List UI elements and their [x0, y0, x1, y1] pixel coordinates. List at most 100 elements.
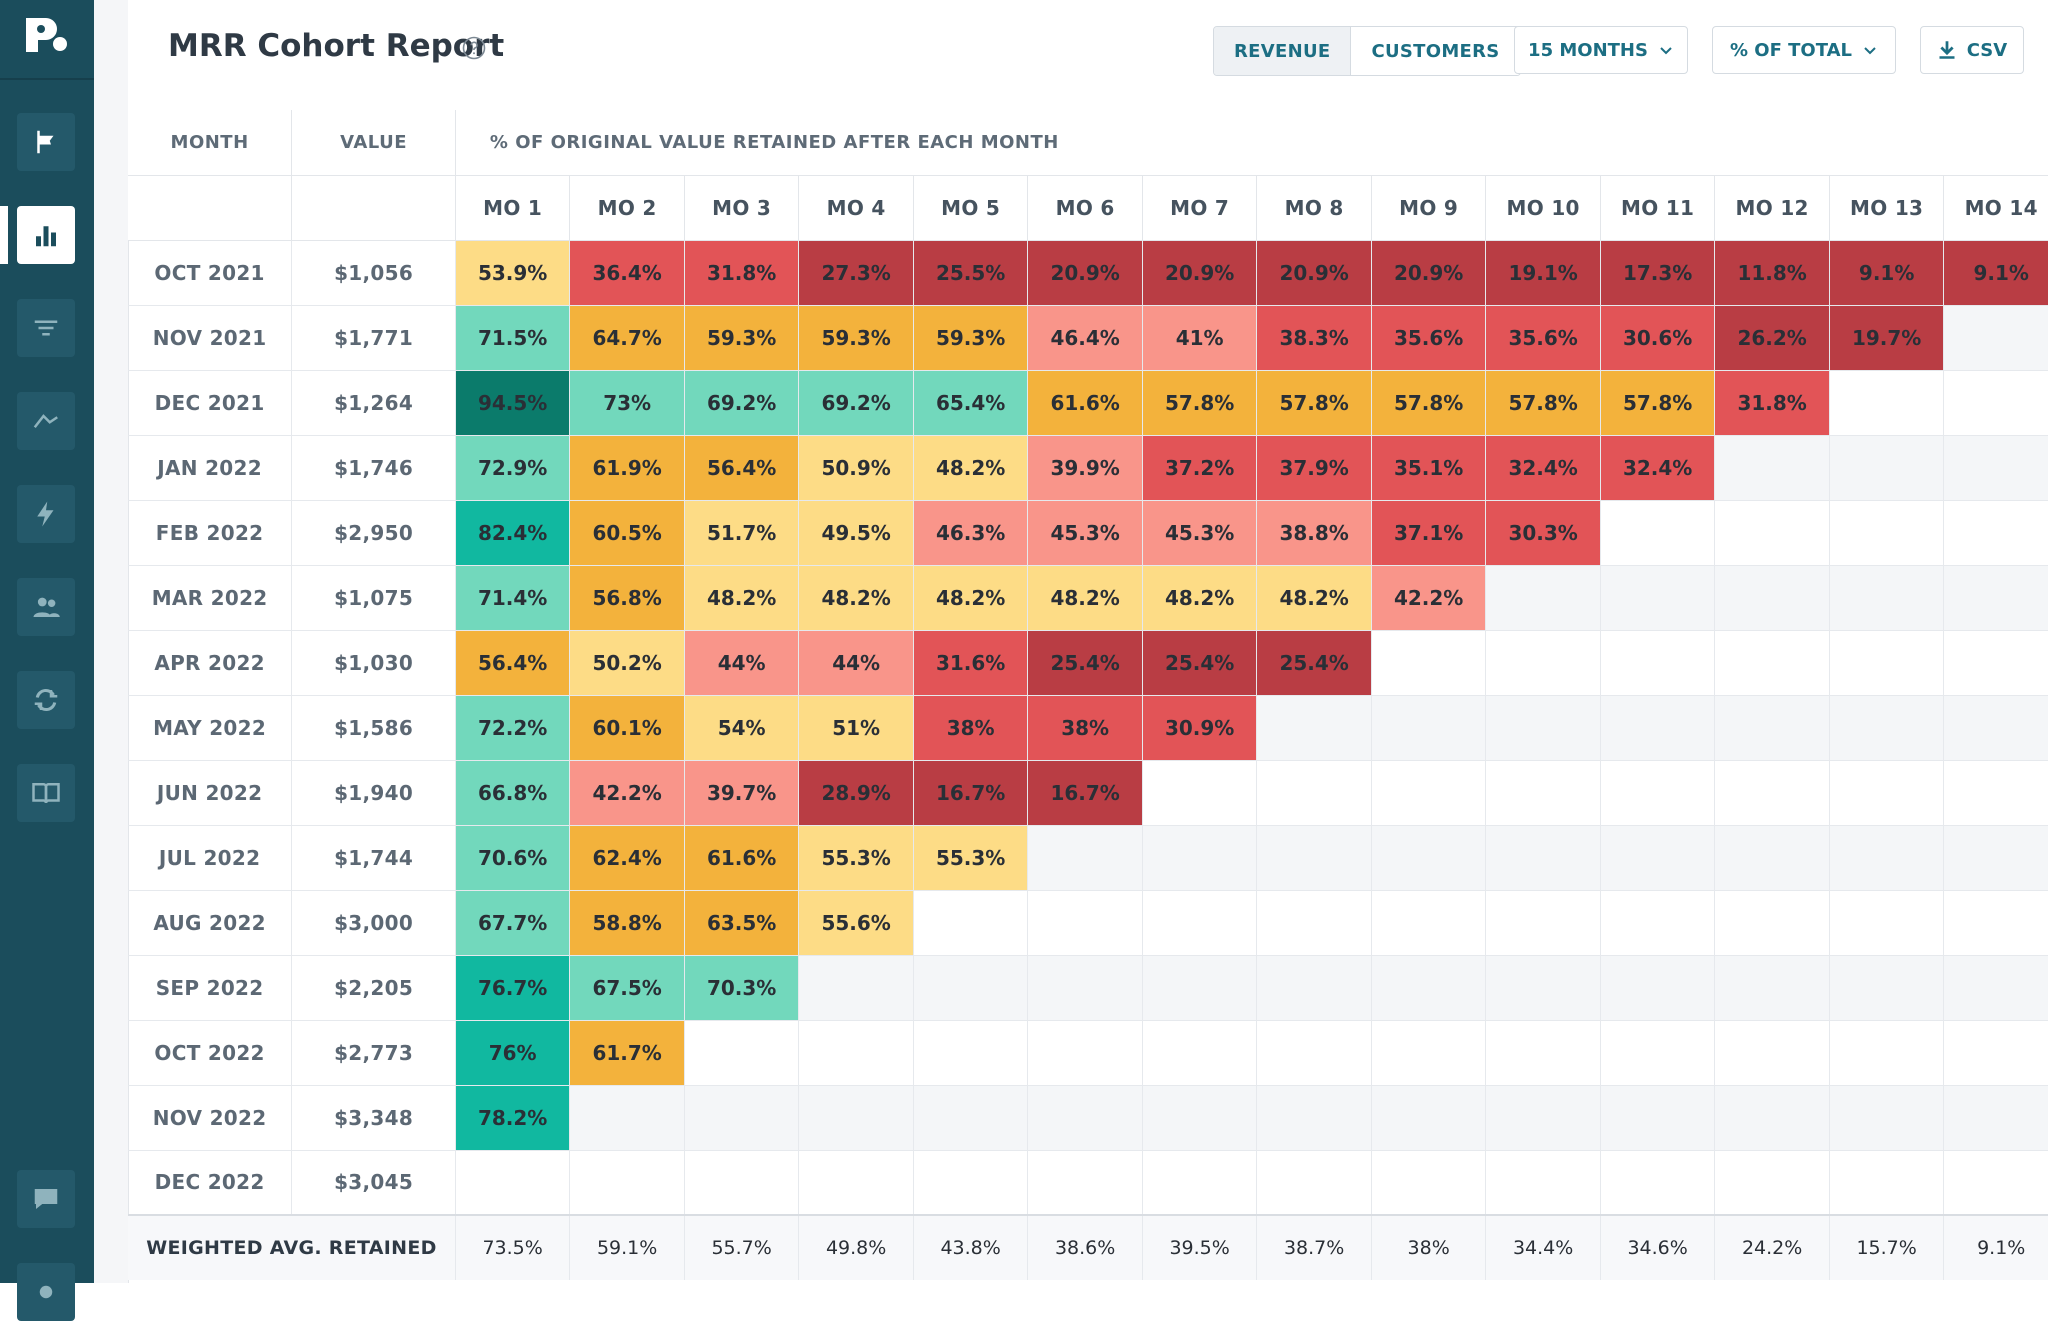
cohort-month: SEP 2022	[128, 955, 293, 1021]
empty-cell	[1485, 565, 1601, 631]
cohort-row: DEC 2021 $1,264 94.5% 73% 69.2% 69.2% 65.4% 61.…	[128, 370, 2048, 436]
retention-cell: 44%	[798, 630, 914, 696]
retention-cell: 35.6%	[1485, 305, 1601, 371]
empty-cell	[1829, 630, 1945, 696]
empty-cell	[1027, 955, 1143, 1021]
month-column-header: MO 1	[455, 175, 571, 241]
empty-cell	[1371, 1085, 1487, 1151]
retention-cell: 69.2%	[684, 370, 800, 436]
empty-cell	[1485, 695, 1601, 761]
empty-cell	[1027, 1085, 1143, 1151]
cohort-value: $1,075	[291, 565, 456, 631]
empty-cell	[1371, 825, 1487, 891]
retention-cell: 26.2%	[1714, 305, 1830, 371]
nav-settings[interactable]	[17, 1263, 75, 1321]
average-retention-cell: 24.2%	[1714, 1214, 1830, 1280]
empty-cell	[1371, 890, 1487, 956]
month-column-header: MO 10	[1485, 175, 1601, 241]
chat-icon	[34, 1189, 58, 1209]
revenue-toggle-button[interactable]: REVENUE	[1214, 27, 1352, 75]
cohort-table: MONTH VALUE % OF ORIGINAL VALUE RETAINED…	[128, 110, 2048, 1280]
empty-cell	[1142, 955, 1258, 1021]
retention-cell: 25.5%	[913, 240, 1029, 306]
cohort-month: DEC 2022	[128, 1150, 293, 1216]
retention-cell: 37.2%	[1142, 435, 1258, 501]
retention-cell: 72.9%	[455, 435, 571, 501]
nav-filters[interactable]	[17, 299, 75, 357]
empty-cell	[1714, 890, 1830, 956]
average-retention-cell: 34.6%	[1600, 1214, 1716, 1280]
cohort-value: $3,045	[291, 1150, 456, 1216]
retention-cell: 48.2%	[798, 565, 914, 631]
retention-cell: 39.9%	[1027, 435, 1143, 501]
retention-cell: 35.1%	[1371, 435, 1487, 501]
empty-cell	[1371, 1150, 1487, 1216]
cohort-month: AUG 2022	[128, 890, 293, 956]
empty-cell	[1714, 1020, 1830, 1086]
empty-cell	[1943, 825, 2048, 891]
cohort-row: NOV 2021 $1,771 71.5% 64.7% 59.3% 59.3% 59.3% 4…	[128, 305, 2048, 371]
cohort-month: JUL 2022	[128, 825, 293, 891]
metric-toggle: REVENUE CUSTOMERS	[1213, 26, 1521, 76]
empty-cell	[1829, 1020, 1945, 1086]
retention-cell: 39.7%	[684, 760, 800, 826]
empty-cell	[1600, 565, 1716, 631]
retention-cell: 30.9%	[1142, 695, 1258, 761]
csv-export-button[interactable]: CSV	[1920, 26, 2024, 74]
mode-dropdown[interactable]: % OF TOTAL	[1712, 26, 1896, 74]
nav-docs[interactable]	[17, 764, 75, 822]
nav-customers[interactable]	[17, 578, 75, 636]
cohort-value: $1,264	[291, 370, 456, 436]
retention-cell: 73%	[569, 370, 685, 436]
empty-cell	[569, 1150, 685, 1216]
customers-toggle-button[interactable]: CUSTOMERS	[1351, 27, 1520, 75]
retention-cell: 60.1%	[569, 695, 685, 761]
retention-cell: 41%	[1142, 305, 1258, 371]
empty-cell	[1600, 825, 1716, 891]
lightning-icon	[37, 501, 54, 527]
retention-cell: 67.7%	[455, 890, 571, 956]
cohort-month: NOV 2022	[128, 1085, 293, 1151]
retention-cell: 25.4%	[1256, 630, 1372, 696]
empty-cell	[1256, 1020, 1372, 1086]
month-column-header: MO 6	[1027, 175, 1143, 241]
nav-activity[interactable]	[17, 485, 75, 543]
line-chart-icon	[33, 414, 58, 429]
mode-label: % OF TOTAL	[1729, 39, 1853, 61]
logo[interactable]	[0, 0, 94, 80]
empty-cell	[1943, 370, 2048, 436]
retention-cell: 35.6%	[1371, 305, 1487, 371]
cohort-value: $1,030	[291, 630, 456, 696]
retention-cell: 38.8%	[1256, 500, 1372, 566]
nav-reports[interactable]	[17, 206, 75, 264]
empty-cell	[1142, 1020, 1258, 1086]
retention-cell: 76%	[455, 1020, 571, 1086]
retention-cell: 42.2%	[569, 760, 685, 826]
retention-cell: 31.8%	[684, 240, 800, 306]
empty-cell	[1714, 825, 1830, 891]
empty-cell	[1829, 955, 1945, 1021]
help-icon[interactable]	[462, 36, 486, 60]
page-header: MRR Cohort Report REVENUE CUSTOMERS 15 M…	[128, 0, 2048, 111]
nav-chat[interactable]	[17, 1170, 75, 1228]
empty-cell	[1485, 760, 1601, 826]
nav-trends[interactable]	[17, 392, 75, 450]
empty-cell	[913, 955, 1029, 1021]
empty-cell	[1256, 1150, 1372, 1216]
cohort-month: MAR 2022	[128, 565, 293, 631]
flag-icon	[37, 130, 54, 154]
empty-cell	[1714, 565, 1830, 631]
nav-goals[interactable]	[17, 113, 75, 171]
cohort-row: FEB 2022 $2,950 82.4% 60.5% 51.7% 49.5% 46.3% 4…	[128, 500, 2048, 566]
empty-cell	[798, 955, 914, 1021]
cohort-month: APR 2022	[128, 630, 293, 696]
average-retention-cell: 38%	[1371, 1214, 1487, 1280]
retention-cell: 59.3%	[913, 305, 1029, 371]
cohort-value: $3,348	[291, 1085, 456, 1151]
period-dropdown[interactable]: 15 MONTHS	[1514, 26, 1688, 74]
retention-cell: 51.7%	[684, 500, 800, 566]
page-title: MRR Cohort Report	[168, 28, 505, 64]
nav-sync[interactable]	[17, 671, 75, 729]
period-label: 15 MONTHS	[1528, 39, 1648, 61]
cohort-value: $3,000	[291, 890, 456, 956]
